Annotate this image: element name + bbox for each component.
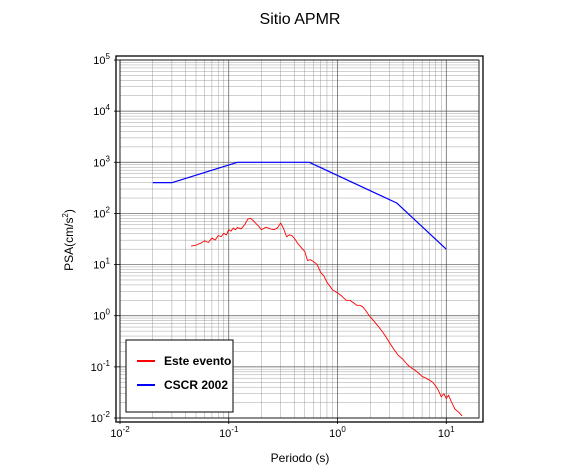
grid-minor <box>120 60 480 418</box>
y-tick-label: 10-2 <box>91 410 111 425</box>
y-tick-label: 100 <box>93 308 110 323</box>
x-tick-label: 101 <box>438 425 455 440</box>
y-tick-label: 104 <box>93 103 110 118</box>
series-line-este-evento <box>190 217 463 417</box>
y-tick-label: 101 <box>93 257 110 272</box>
x-tick-label: 10-1 <box>219 425 239 440</box>
legend-box <box>125 339 234 413</box>
x-tick-label: 10-2 <box>110 425 130 440</box>
plot-inner-frame <box>119 59 480 419</box>
series-line-cscr-2002 <box>152 161 447 250</box>
x-tick-label: 100 <box>329 425 346 440</box>
legend-label-este-evento: Este evento <box>164 354 231 368</box>
legend-label-cscr-2002: CSCR 2002 <box>164 378 228 392</box>
series-lines <box>152 161 463 417</box>
y-tick-label: 105 <box>93 52 110 67</box>
chart-title: Sitio APMR <box>260 11 341 28</box>
y-tick-label: 102 <box>93 205 110 220</box>
y-axis-label: PSA(cm/s2) <box>61 209 76 271</box>
plot-outer-frame <box>115 55 484 423</box>
plot-frame <box>115 55 484 423</box>
y-tick-label: 10-1 <box>91 359 111 374</box>
y-axis-ticks: 10-2 10-1 100 101 102 103 104 105 <box>91 52 120 425</box>
legend: Este evento CSCR 2002 <box>125 339 234 413</box>
x-axis-label: Periodo (s) <box>271 451 330 465</box>
x-axis-ticks: 10-2 10-1 100 101 <box>110 418 455 440</box>
y-tick-label: 103 <box>93 154 110 169</box>
